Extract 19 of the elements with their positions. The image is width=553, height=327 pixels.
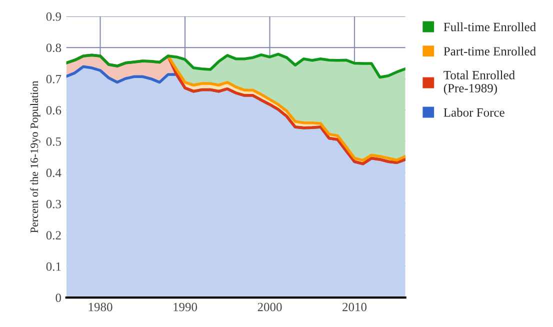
x-tick-label: 1980 (88, 302, 112, 312)
y-tick-label: 0.2 (46, 231, 61, 240)
legend-label: Full-time Enrolled (444, 22, 536, 32)
legend-label: Part-time Enrolled (444, 46, 536, 56)
y-tick-label: 0.5 (46, 137, 62, 146)
y-axis-title: Percent of the 16-19yo Population (30, 80, 40, 233)
y-tick-label: 0.9 (46, 12, 61, 21)
y-tick-label: 0.3 (46, 200, 62, 208)
y-tick-label: 0.4 (46, 168, 62, 178)
y-tick-label: 0.8 (46, 44, 62, 52)
y-tick-label: 0.1 (46, 262, 61, 271)
legend-label: Labor Force (444, 108, 504, 117)
x-tick-label: 2010 (342, 302, 367, 312)
y-tick-label: 0.7 (46, 74, 62, 84)
x-tick-label: 2000 (258, 302, 282, 312)
x-tick-label: 1990 (174, 302, 198, 312)
y-tick-label: 0.6 (46, 106, 62, 115)
y-tick-label: 0 (56, 294, 62, 302)
legend-label: Total Enrolled (Pre-1989) (444, 70, 515, 95)
